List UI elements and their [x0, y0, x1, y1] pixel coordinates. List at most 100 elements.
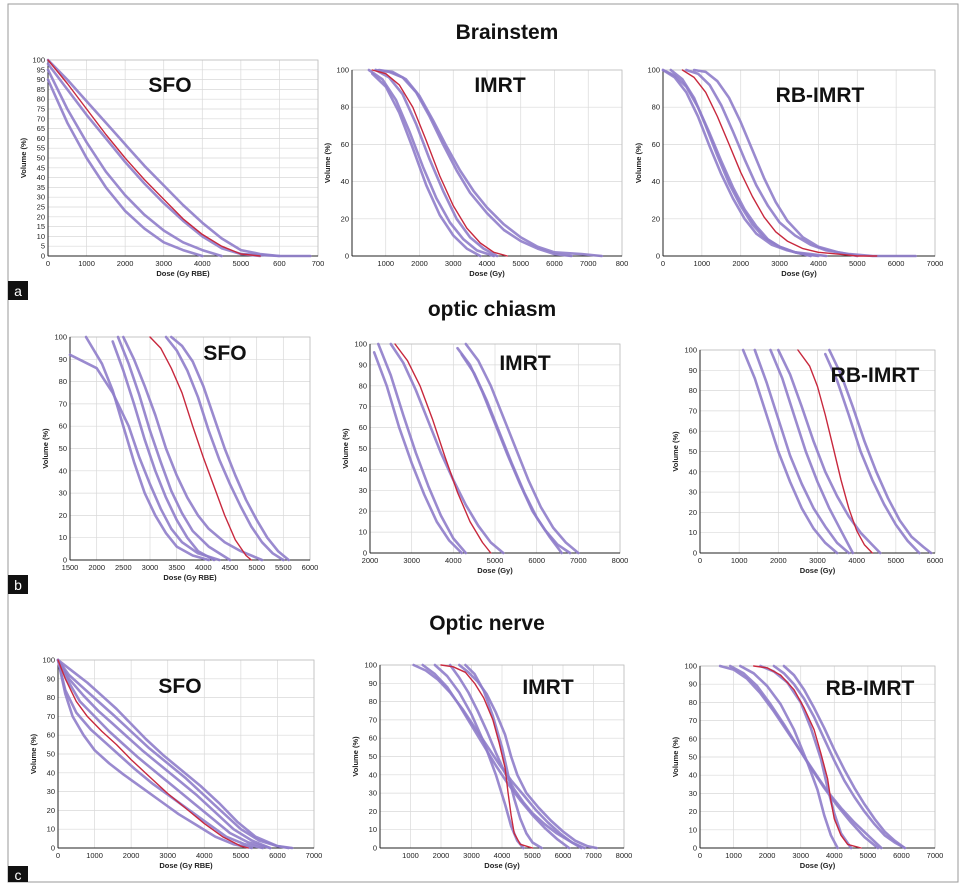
x-tick-label: 4000 [194, 259, 211, 268]
dvh-line [464, 663, 543, 850]
x-tick-label: 6000 [893, 851, 910, 860]
dvh-panel-a-imrt: 1000 2000 3000 4000 5000 6000 7000 800020406080… [323, 66, 628, 279]
row-title-a: Brainstem [456, 21, 559, 44]
x-tick-label: 0 [698, 851, 702, 860]
x-axis-label: Dose (Gy RBE) [159, 861, 213, 870]
panel-title: IMRT [474, 74, 525, 97]
dvh-line [116, 335, 232, 562]
x-tick-label: 2000 [732, 259, 749, 268]
y-tick-label: 70 [37, 114, 45, 123]
y-tick-label: 100 [684, 662, 697, 671]
y-tick-label: 70 [689, 716, 697, 725]
x-tick-label: 1000 [86, 851, 103, 860]
row-letter-a-box [8, 281, 28, 300]
x-axis-label: Dose (Gy) [800, 566, 836, 575]
dvh-line-reference [394, 343, 492, 554]
dvh-line [46, 62, 262, 258]
y-axis-label: Volume (%) [41, 428, 50, 469]
y-tick-label: 100 [32, 56, 45, 65]
x-tick-label: 2000 [88, 563, 105, 572]
x-tick-label: 4000 [479, 259, 496, 268]
y-tick-label: 90 [37, 75, 45, 84]
dvh-line [68, 353, 221, 562]
x-tick-label: 6000 [546, 259, 563, 268]
y-tick-label: 40 [59, 466, 67, 475]
dvh-line [759, 664, 853, 850]
x-tick-label: 4000 [810, 259, 827, 268]
x-tick-label: 3000 [792, 851, 809, 860]
dvh-line [56, 658, 294, 850]
x-tick-label: 6000 [555, 851, 572, 860]
x-tick-label: 5000 [487, 556, 504, 565]
x-tick-label: 1000 [377, 259, 394, 268]
y-tick-label: 90 [47, 674, 55, 683]
y-axis-label: Volume (%) [323, 142, 332, 183]
y-tick-label: 40 [37, 173, 45, 182]
y-axis-label: Volume (%) [341, 428, 350, 469]
y-tick-label: 70 [689, 406, 697, 415]
y-tick-label: 80 [37, 95, 45, 104]
x-tick-label: 3000 [403, 556, 420, 565]
y-tick-label: 10 [359, 528, 367, 537]
dvh-panel-c-sfo: 0 1000 2000 3000 4000 5000 6000 7000 0 10 20 30 40 50… [29, 656, 322, 871]
x-tick-label: 2500 [115, 563, 132, 572]
x-tick-label: 0 [698, 556, 702, 565]
x-tick-label: 2000 [411, 259, 428, 268]
x-axis-label: Dose (Gy) [781, 269, 817, 278]
y-tick-label: 20 [47, 806, 55, 815]
x-tick-label: 2000 [123, 851, 140, 860]
y-axis-label: Volume (%) [19, 137, 28, 178]
y-tick-label: 40 [359, 465, 367, 474]
x-axis-label: Dose (Gy) [800, 861, 836, 870]
dvh-panel-c-imrt: 1000 2000 3000 4000 5000 6000 7000 8000 0 10 20 30 4… [351, 661, 632, 871]
dvh-line [741, 348, 839, 555]
y-tick-label: 20 [369, 807, 377, 816]
y-tick-label: 90 [689, 680, 697, 689]
x-tick-label: 5000 [849, 259, 866, 268]
y-tick-label: 70 [359, 402, 367, 411]
y-tick-label: 20 [359, 507, 367, 516]
y-tick-label: 60 [369, 734, 377, 743]
y-tick-label: 100 [364, 661, 377, 670]
y-tick-label: 70 [59, 399, 67, 408]
y-tick-label: 40 [652, 177, 660, 186]
x-tick-label: 4000 [848, 556, 865, 565]
x-tick-label: 5000 [233, 259, 250, 268]
y-tick-label: 100 [336, 66, 349, 75]
dvh-line [772, 664, 907, 850]
y-tick-label: 75 [37, 105, 45, 114]
y-tick-label: 100 [54, 333, 67, 342]
y-tick-label: 80 [369, 697, 377, 706]
x-tick-label: 1000 [78, 259, 95, 268]
x-tick-label: 6000 [888, 259, 905, 268]
row-letter-b-text: b [14, 577, 22, 593]
x-tick-label: 5000 [524, 851, 541, 860]
y-tick-label: 30 [359, 486, 367, 495]
x-tick-label: 4000 [196, 851, 213, 860]
y-axis-label: Volume (%) [671, 736, 680, 777]
x-axis-label: Dose (Gy RBE) [156, 269, 210, 278]
y-tick-label: 30 [369, 789, 377, 798]
dvh-line [84, 335, 210, 562]
y-tick-label: 100 [684, 346, 697, 355]
x-tick-label: 5000 [887, 556, 904, 565]
y-tick-label: 80 [341, 103, 349, 112]
dvh-line-reference [371, 69, 508, 257]
y-axis-label: Volume (%) [351, 736, 360, 777]
y-tick-label: 20 [341, 214, 349, 223]
row-letter-c-text: c [15, 867, 22, 883]
y-tick-label: 70 [47, 712, 55, 721]
x-tick-label: 7000 [306, 851, 323, 860]
x-tick-label: 7000 [585, 851, 602, 860]
dvh-line [412, 663, 586, 850]
y-tick-label: 40 [689, 467, 697, 476]
x-tick-label: 4500 [222, 563, 239, 572]
y-tick-label: 100 [42, 656, 55, 665]
y-tick-label: 50 [359, 444, 367, 453]
row-letter-b-box [8, 575, 28, 594]
y-tick-label: 20 [652, 214, 660, 223]
dvh-line [46, 78, 204, 258]
dvh-line [776, 348, 882, 555]
row-letter-a: a [8, 281, 28, 300]
